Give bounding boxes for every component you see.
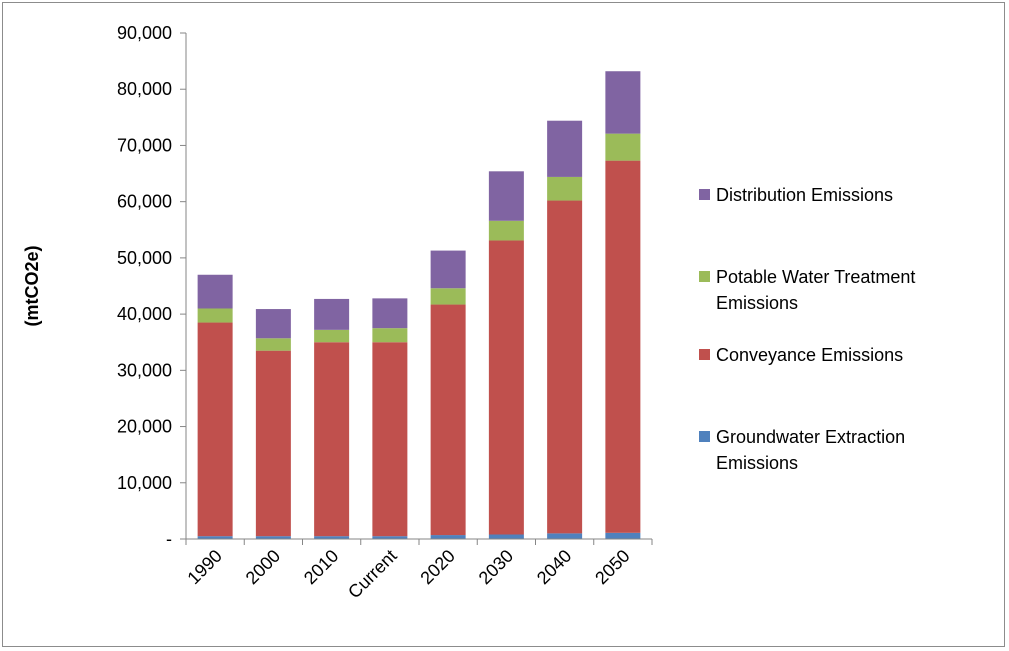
bar-groundwater-extraction-emissions-2040 [547,533,583,539]
legend-label-conveyance-emissions: Conveyance Emissions [716,345,903,365]
bar-groundwater-extraction-emissions-1990 [197,536,233,539]
legend-swatch-potable-water-treatment-emissions [699,271,710,282]
bar-potable-water-treatment-emissions-current [372,328,408,343]
bar-distribution-emissions-2050 [605,71,641,134]
bar-conveyance-emissions-2030 [488,240,524,535]
bar-distribution-emissions-2040 [547,120,583,177]
bar-conveyance-emissions-2050 [605,160,641,533]
legend-swatch-conveyance-emissions [699,349,710,360]
bar-potable-water-treatment-emissions-2040 [547,176,583,201]
bar-distribution-emissions-current [372,298,408,329]
bar-conveyance-emissions-2010 [314,342,350,537]
x-tick-label: Current [344,546,401,603]
y-tick-label: 70,000 [117,135,172,155]
y-tick-label: 10,000 [117,473,172,493]
bar-potable-water-treatment-emissions-2020 [430,288,466,305]
bar-distribution-emissions-2030 [488,171,524,221]
bar-groundwater-extraction-emissions-2030 [488,534,524,539]
legend: Distribution Emissions Potable Water Trea… [699,185,915,473]
x-tick-label: 1990 [183,546,225,588]
legend-swatch-groundwater-extraction-emissions [699,431,710,442]
bar-distribution-emissions-2000 [255,309,291,339]
bar-potable-water-treatment-emissions-2000 [255,338,291,351]
bar-groundwater-extraction-emissions-2020 [430,535,466,539]
bar-potable-water-treatment-emissions-2050 [605,133,641,161]
legend-label-groundwater-extraction-emissions: Groundwater Extraction [716,427,905,447]
y-axis-title: (mtCO2e) [22,245,42,326]
bar-conveyance-emissions-1990 [197,322,233,537]
legend-swatch-distribution-emissions [699,189,710,200]
legend-label-potable-water-treatment-emissions: Potable Water Treatment [716,267,915,287]
y-tick-label: 60,000 [117,192,172,212]
bar-potable-water-treatment-emissions-2010 [314,329,350,343]
bar-groundwater-extraction-emissions-2010 [314,536,350,539]
x-tick-label: 2010 [300,546,342,588]
legend-label-potable-water-treatment-emissions: Emissions [716,293,798,313]
x-tick-label: 2000 [242,546,284,588]
y-tick-label: - [166,529,172,549]
bar-conveyance-emissions-2040 [547,200,583,534]
bar-conveyance-emissions-current [372,342,408,537]
x-tick-label: 2020 [416,546,458,588]
bar-conveyance-emissions-2000 [255,350,291,537]
bar-conveyance-emissions-2020 [430,304,466,536]
y-tick-label: 90,000 [117,23,172,43]
bar-distribution-emissions-2020 [430,250,466,289]
bar-distribution-emissions-1990 [197,274,233,309]
bar-potable-water-treatment-emissions-2030 [488,220,524,241]
x-tick-label: 2040 [533,546,575,588]
bar-distribution-emissions-2010 [314,298,350,330]
y-tick-label: 40,000 [117,304,172,324]
plot-area [197,71,641,539]
y-tick-label: 20,000 [117,417,172,437]
legend-label-groundwater-extraction-emissions: Emissions [716,453,798,473]
y-tick-label: 30,000 [117,360,172,380]
bar-potable-water-treatment-emissions-1990 [197,308,233,323]
x-tick-label: 2030 [475,546,517,588]
legend-label-distribution-emissions: Distribution Emissions [716,185,893,205]
bar-groundwater-extraction-emissions-current [372,536,408,539]
y-tick-label: 50,000 [117,248,172,268]
x-tick-label: 2050 [591,546,633,588]
bar-groundwater-extraction-emissions-2050 [605,532,641,539]
bar-groundwater-extraction-emissions-2000 [255,536,291,539]
y-tick-label: 80,000 [117,79,172,99]
